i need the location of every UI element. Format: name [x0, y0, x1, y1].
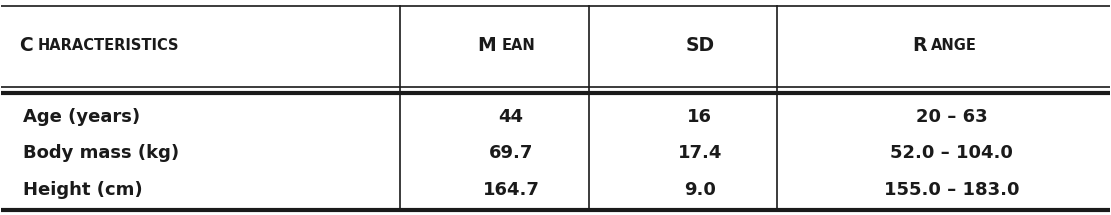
Text: R: R: [913, 36, 928, 55]
Text: EAN: EAN: [501, 38, 536, 53]
Text: 17.4: 17.4: [678, 144, 722, 162]
Text: C: C: [20, 36, 33, 55]
Text: 16: 16: [688, 108, 712, 126]
Text: Height (cm): Height (cm): [23, 181, 142, 199]
Text: 9.0: 9.0: [683, 181, 715, 199]
Text: ANGE: ANGE: [931, 38, 978, 53]
Text: 164.7: 164.7: [482, 181, 540, 199]
Text: Body mass (kg): Body mass (kg): [23, 144, 179, 162]
Text: 44: 44: [499, 108, 523, 126]
Text: 69.7: 69.7: [489, 144, 533, 162]
Text: 20 – 63: 20 – 63: [915, 108, 988, 126]
Text: SD: SD: [685, 36, 714, 55]
Text: HARACTERISTICS: HARACTERISTICS: [38, 38, 179, 53]
Text: 52.0 – 104.0: 52.0 – 104.0: [890, 144, 1013, 162]
Text: 155.0 – 183.0: 155.0 – 183.0: [884, 181, 1020, 199]
Text: Age (years): Age (years): [23, 108, 140, 126]
Text: M: M: [478, 36, 496, 55]
